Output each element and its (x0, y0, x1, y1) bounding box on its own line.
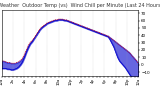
Text: Milwaukee Weather  Outdoor Temp (vs)  Wind Chill per Minute (Last 24 Hours): Milwaukee Weather Outdoor Temp (vs) Wind… (0, 3, 160, 8)
